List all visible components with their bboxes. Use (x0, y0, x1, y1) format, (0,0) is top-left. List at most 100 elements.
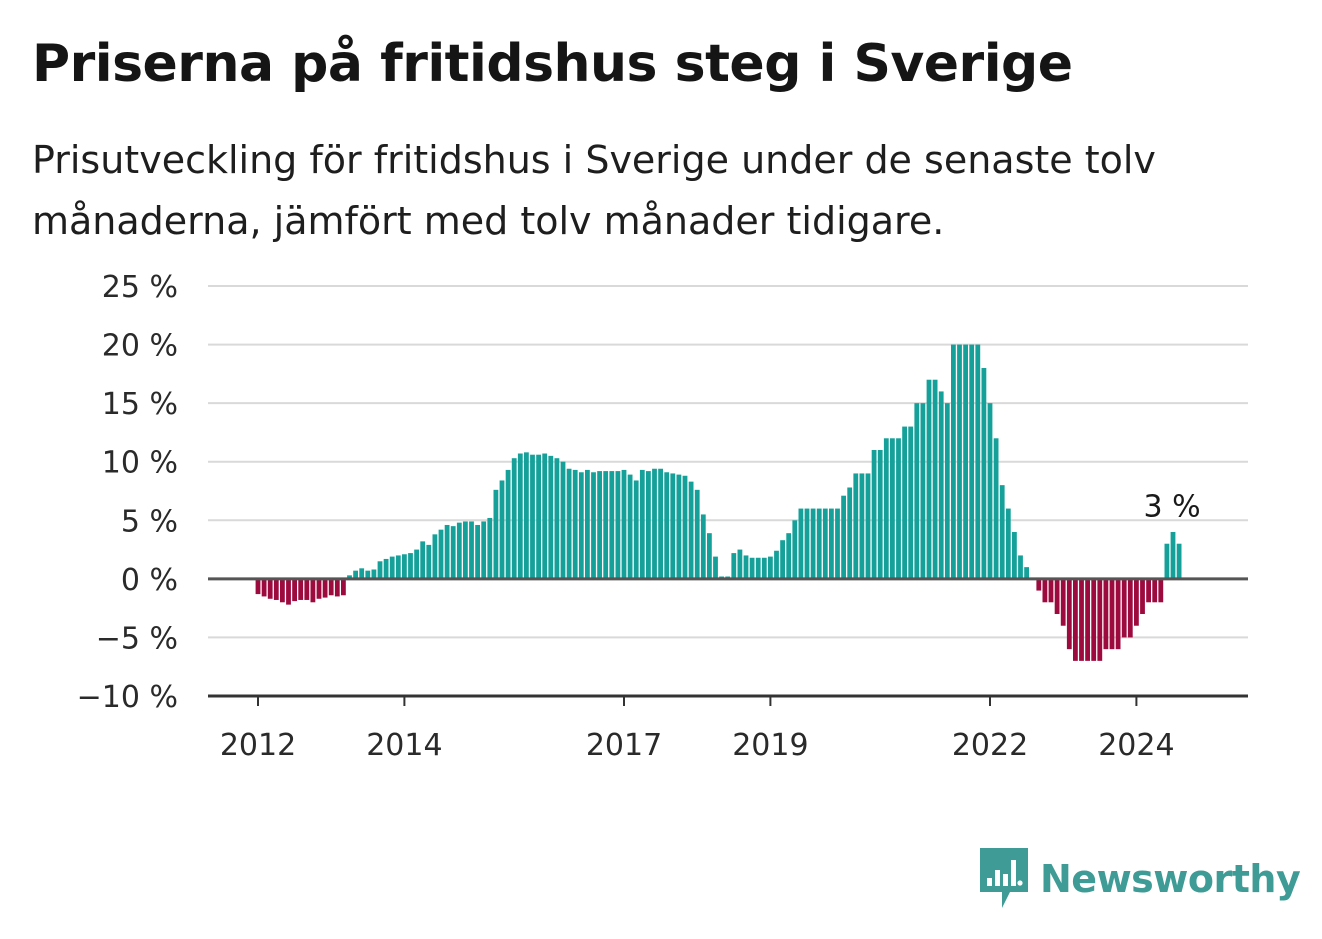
tick-labels: 25 % 20 % 15 % 10 % 5 % 0 % −5 % −10 % 2012 2014 2… (77, 270, 1201, 763)
bar (310, 578, 316, 603)
bar (646, 471, 651, 579)
bar (1164, 543, 1170, 579)
x-tick-label: 2012 (220, 728, 296, 763)
bar (389, 556, 395, 579)
bar (1140, 578, 1145, 614)
bar (841, 495, 846, 579)
bar (273, 578, 279, 600)
bar (822, 508, 828, 579)
bar (499, 480, 505, 579)
bar (627, 474, 633, 579)
bars (255, 344, 1182, 661)
bar (438, 529, 444, 579)
bar (511, 458, 517, 579)
bar (408, 553, 413, 579)
bar (1158, 578, 1164, 603)
bar (402, 554, 407, 579)
x-tick-label: 2017 (586, 728, 662, 763)
bar (1134, 578, 1139, 626)
bar (902, 426, 907, 579)
bar (682, 475, 688, 579)
annotation-label: 3 % (1144, 490, 1201, 525)
bar (1176, 543, 1182, 579)
bar (542, 453, 548, 579)
y-tick-label: −10 % (77, 680, 178, 715)
bar (786, 533, 792, 579)
y-tick-label: 20 % (102, 329, 178, 364)
bar (548, 455, 554, 579)
bar (1005, 508, 1011, 579)
y-tick-label: −5 % (96, 621, 178, 656)
bar (554, 458, 560, 579)
bar (798, 508, 804, 579)
bar (908, 426, 914, 579)
bar (883, 438, 889, 579)
bar (560, 461, 566, 579)
bar (255, 578, 261, 595)
bar (298, 578, 304, 600)
bar (993, 438, 999, 579)
bar (524, 452, 529, 579)
bar (780, 540, 785, 579)
bar (1109, 578, 1115, 650)
bar (621, 469, 627, 579)
bar (652, 468, 657, 579)
x-tick-label: 2024 (1098, 728, 1174, 763)
y-tick-label: 10 % (102, 446, 178, 481)
bar (347, 575, 352, 579)
bar (829, 508, 834, 579)
bar (316, 578, 322, 599)
bar (963, 344, 968, 579)
bar (1054, 578, 1060, 614)
bar (481, 521, 487, 579)
bar (865, 473, 871, 579)
bar (804, 508, 810, 579)
bar (1170, 532, 1176, 579)
y-tick-label: 0 % (121, 563, 178, 598)
bar (975, 344, 981, 579)
bar (1103, 578, 1109, 650)
bar (432, 534, 438, 579)
bar (395, 555, 401, 579)
bar (1048, 578, 1054, 603)
bar (749, 557, 755, 579)
bar (835, 508, 840, 579)
bar (292, 578, 297, 602)
bar (877, 450, 883, 579)
bar (707, 533, 712, 579)
bar (505, 469, 511, 579)
bar-chart-speech-bubble-icon (980, 848, 1028, 908)
bar (1079, 578, 1084, 661)
bar (609, 471, 615, 579)
bar (304, 578, 310, 600)
bar (871, 450, 877, 579)
x-tick-label: 2022 (952, 728, 1028, 763)
bar (914, 403, 920, 579)
bar (1066, 578, 1072, 650)
bar (1085, 578, 1090, 661)
bar (1146, 578, 1151, 603)
y-tick-label: 15 % (102, 387, 178, 422)
bar (1091, 578, 1097, 661)
bar (426, 544, 432, 579)
bar (463, 521, 468, 579)
bar (530, 454, 535, 579)
bar (1018, 555, 1023, 579)
bar (1152, 578, 1158, 603)
bar (469, 521, 474, 579)
bar (353, 570, 358, 579)
bar (280, 578, 285, 603)
bar (566, 468, 572, 579)
bar (853, 473, 859, 579)
bar (578, 472, 584, 579)
bar (1042, 578, 1048, 603)
bar (603, 471, 609, 579)
bar (664, 472, 670, 579)
bar (633, 480, 639, 579)
bar (896, 438, 901, 579)
bar (359, 568, 365, 579)
chart-subtitle: Prisutveckling för fritidshus i Sverige … (32, 138, 1156, 243)
bar (1097, 578, 1103, 661)
bar (1127, 578, 1133, 638)
axes (208, 577, 1248, 706)
